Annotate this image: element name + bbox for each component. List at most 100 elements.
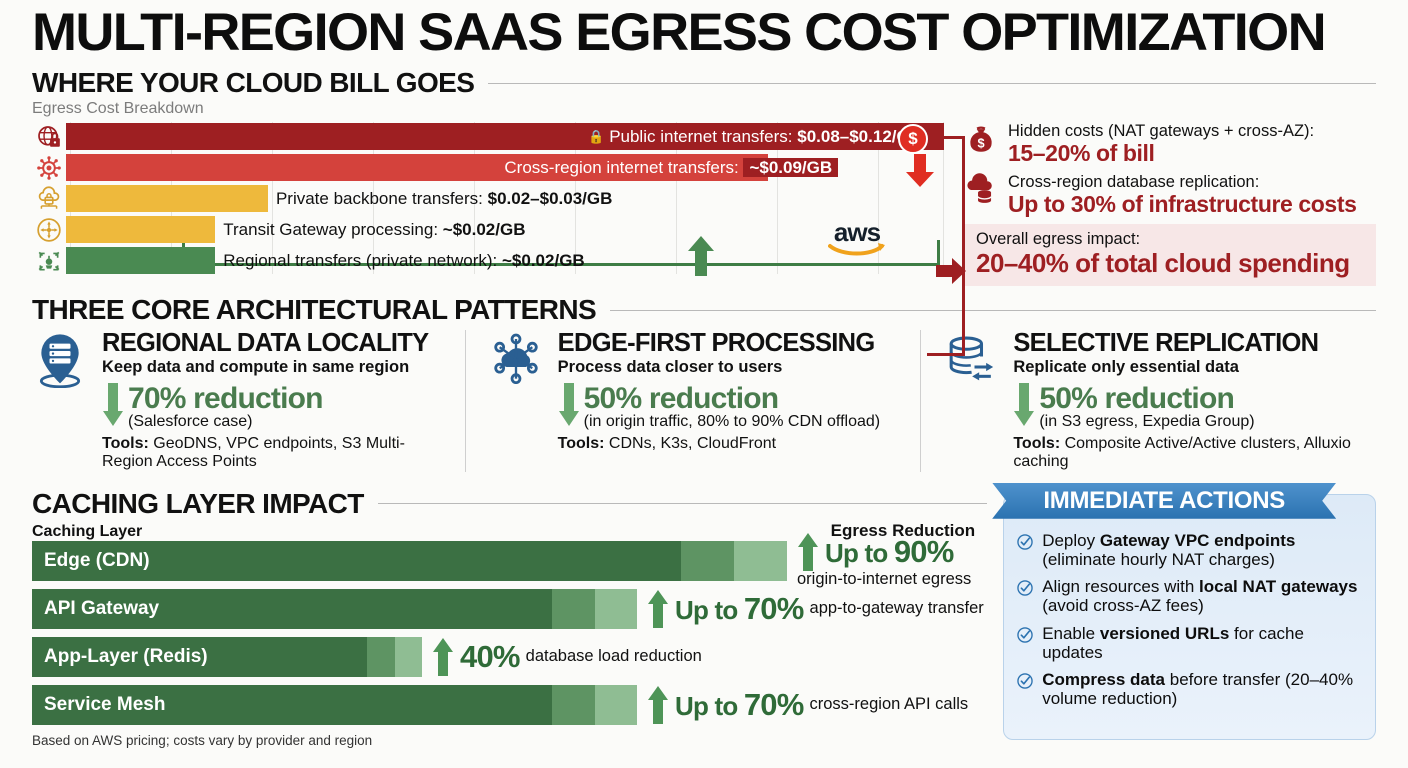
caching-row: App-Layer (Redis) 40% database load reduct… <box>32 636 987 677</box>
pattern-title: EDGE-FIRST PROCESSING <box>557 329 876 358</box>
check-circle-icon-wrap <box>1016 577 1034 615</box>
globe-lock-icon <box>38 125 60 147</box>
egress-bar <box>66 216 216 243</box>
egress-row-icon <box>32 154 66 181</box>
pattern-body: REGIONAL DATA LOCALITY Keep data and comp… <box>102 330 451 472</box>
section-heading-caching-layer-impact: CACHING LAYER IMPACT <box>32 487 988 520</box>
section-heading-where-cloud-bill-goes: WHERE YOUR CLOUD BILL GOES <box>32 67 1376 99</box>
egress-bar-row: Cross-region internet transfers: ~$0.09/… <box>32 153 944 182</box>
caching-bar-segment <box>552 684 595 725</box>
cost-callout-value: Up to 30% of infrastructure costs <box>1008 191 1357 218</box>
red-right-arrow-icon <box>936 258 966 284</box>
footnote: Based on AWS pricing; costs vary by prov… <box>32 732 373 748</box>
caching-row: API Gateway Up to 70% app-to-gateway trans… <box>32 588 987 629</box>
cloud-database-icon <box>967 173 992 203</box>
egress-label-text: Private backbone transfers: <box>275 189 483 208</box>
arrow-down-green-icon <box>1014 382 1035 426</box>
pattern-tools: Tools: Composite Active/Active clusters,… <box>1013 435 1351 471</box>
caching-column-headers: Caching Layer Egress Reduction <box>32 521 987 541</box>
action-list-item[interactable]: Align resources with local NAT gateways … <box>1016 577 1361 615</box>
egress-row-icon <box>32 123 66 150</box>
egress-bar-label: Private backbone transfers: $0.02–$0.03/… <box>276 185 612 212</box>
cost-callout-text: Hidden costs (NAT gateways + cross-AZ): 1… <box>1008 122 1314 167</box>
pattern-card: SELECTIVE REPLICATION Replicate only esse… <box>920 330 1376 472</box>
pattern-card: EDGE-FIRST PROCESSING Process data closer… <box>464 329 921 472</box>
caching-bar-segment <box>595 684 637 725</box>
pattern-metric: 50% reduction <box>583 381 779 415</box>
pattern-subtitle: Replicate only essential data <box>1013 357 1239 376</box>
egress-bar-row: Transit Gateway processing: ~$0.02/GB <box>32 215 944 244</box>
caching-reduction-desc: origin-to-internet egress <box>797 570 972 589</box>
dollar-badge: $ <box>898 124 928 154</box>
caching-bar-segment <box>395 636 422 677</box>
transit-hub-icon <box>37 217 61 242</box>
lock-icon: 🔒 <box>588 129 605 144</box>
egress-label-text: Cross-region internet transfers: <box>504 158 739 177</box>
cloud-lock-icon <box>38 185 60 209</box>
egress-bar <box>66 154 769 181</box>
caching-bar-rows: Edge (CDN) Up to 90% origin-to-internet eg… <box>32 533 987 725</box>
overall-impact-label: Overall egress impact: <box>976 229 1141 248</box>
caching-reduction-value: Up to 70% <box>675 590 804 626</box>
caching-value-group: 40% database load reduction <box>422 637 702 676</box>
caching-reduction-value: Up to 70% <box>675 686 804 722</box>
egress-bar-label: 🔒 Public internet transfers: $0.08–$0.12… <box>588 123 922 150</box>
egress-label-value: ~$0.09/GB <box>743 158 839 177</box>
aws-wordmark: aws <box>833 217 881 247</box>
pattern-metric-row: 50% reduction (in S3 egress, Expedia Grou… <box>1013 383 1362 431</box>
action-list-item[interactable]: Deploy Gateway VPC endpoints (eliminate … <box>1016 531 1361 569</box>
egress-label-value: $0.02–$0.03/GB <box>487 189 613 208</box>
egress-bar <box>66 185 268 212</box>
immediate-actions-ribbon: IMMEDIATE ACTIONS <box>992 483 1336 519</box>
arrow-up-green-icon <box>433 637 453 676</box>
caching-bar: App-Layer (Redis) <box>32 636 422 677</box>
col-header-caching-layer: Caching Layer <box>32 522 143 540</box>
check-circle-icon <box>1017 673 1033 689</box>
virus-network-icon <box>37 155 61 180</box>
section3-title: CACHING LAYER IMPACT <box>32 487 364 519</box>
cost-callout: Cross-region database replication: Up to … <box>964 173 1376 218</box>
pattern-metric-row: 50% reduction (in origin traffic, 80% to … <box>558 383 907 431</box>
egress-breakdown-block: 🔒 Public internet transfers: $0.08–$0.12… <box>32 122 1376 356</box>
section-heading-three-core-patterns: THREE CORE ARCHITECTURAL PATTERNS <box>32 294 1376 326</box>
caching-bar: Edge (CDN) <box>32 540 787 581</box>
database-sync-icon <box>949 336 994 381</box>
egress-bar-track: Private backbone transfers: $0.02–$0.03/… <box>66 185 944 212</box>
egress-bar-label: Cross-region internet transfers: ~$0.09/… <box>504 154 839 181</box>
action-list-item[interactable]: Enable versioned URLs for cache updates <box>1016 624 1361 662</box>
arrow-up-green-icon <box>798 533 818 572</box>
section2-title: THREE CORE ARCHITECTURAL PATTERNS <box>32 294 597 326</box>
caching-reduction-desc: database load reduction <box>525 647 702 666</box>
cost-callouts-panel: $ Hidden costs (NAT gateways + cross-AZ):… <box>936 122 1376 287</box>
cost-callout-icon: $ <box>964 122 998 156</box>
pattern-note: (in S3 egress, Expedia Group) <box>1039 413 1255 431</box>
caching-layer-label: Service Mesh <box>44 693 166 715</box>
aws-logo: aws <box>828 217 886 263</box>
egress-bar-track: Transit Gateway processing: ~$0.02/GB <box>66 216 944 243</box>
egress-label-text: Transit Gateway processing: <box>223 220 439 239</box>
caching-bar: API Gateway <box>32 588 637 629</box>
pattern-tools: Tools: GeoDNS, VPC endpoints, S3 Multi-R… <box>102 435 405 471</box>
caching-row: Edge (CDN) Up to 90% origin-to-internet eg… <box>32 533 987 588</box>
caching-reduction-desc: app-to-gateway transfer <box>809 599 984 618</box>
egress-bar-row: Private backbone transfers: $0.02–$0.03/… <box>32 184 944 213</box>
egress-label-value: ~$0.02/GB <box>502 251 585 270</box>
action-text: Compress data before transfer (20–40% vo… <box>1042 670 1354 709</box>
egress-bar-row: Regional transfers (private network): ~$… <box>32 246 944 275</box>
caching-layer-label: Edge (CDN) <box>44 549 150 571</box>
overall-impact-band: Overall egress impact: 20–40% of total c… <box>964 223 1376 287</box>
heading-rule <box>488 82 1376 84</box>
egress-bar-label: Regional transfers (private network): ~$… <box>223 247 584 274</box>
pattern-metric: 50% reduction <box>1039 381 1234 415</box>
action-list-item[interactable]: Compress data before transfer (20–40% vo… <box>1016 670 1361 708</box>
aws-smile-icon <box>828 243 885 256</box>
action-text: Deploy Gateway VPC endpoints (eliminate … <box>1042 530 1296 569</box>
cost-callout-label: Hidden costs (NAT gateways + cross-AZ): <box>1008 122 1315 140</box>
caching-bar: Service Mesh <box>32 684 637 725</box>
egress-bar-row: 🔒 Public internet transfers: $0.08–$0.12… <box>32 122 944 151</box>
caching-bar-segment <box>367 636 395 677</box>
caching-value-group: Up to 70% cross-region API calls <box>637 685 968 724</box>
check-circle-icon-wrap <box>1016 531 1034 569</box>
caching-bar-segment <box>734 540 787 581</box>
egress-cost-chart: 🔒 Public internet transfers: $0.08–$0.12… <box>32 122 965 356</box>
